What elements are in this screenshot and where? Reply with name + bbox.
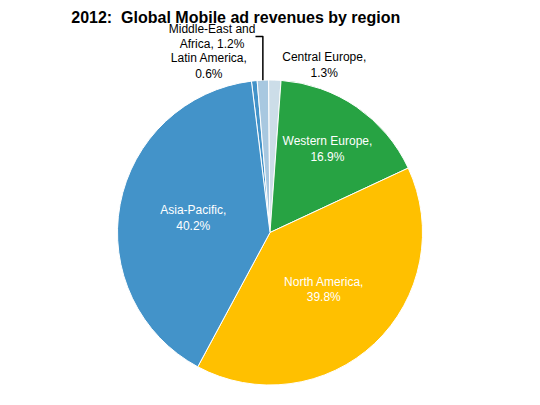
svg-text:Latin America,0.6%: Latin America,0.6% <box>171 51 247 81</box>
svg-text:Central Europe,1.3%: Central Europe,1.3% <box>282 50 366 80</box>
svg-text:North America,39.8%: North America,39.8% <box>284 275 363 305</box>
svg-text:Asia-Pacific,40.2%: Asia-Pacific,40.2% <box>160 203 226 233</box>
svg-text:Western Europe,16.9%: Western Europe,16.9% <box>283 134 373 164</box>
svg-text:2012: Global Mobile ad revenu: 2012: Global Mobile ad revenues by regio… <box>71 9 400 26</box>
svg-text:Middle-East andAfrica, 1.2%: Middle-East andAfrica, 1.2% <box>169 22 256 52</box>
